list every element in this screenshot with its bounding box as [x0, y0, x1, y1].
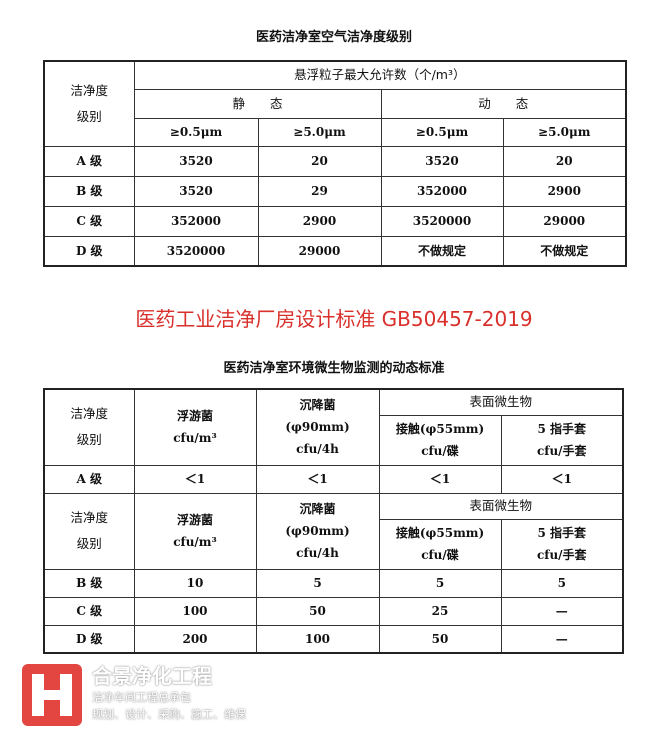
grade-cell: D 级	[43, 624, 135, 654]
group-header: 悬浮粒子最大允许数（个/m³）	[133, 60, 627, 90]
value-cell: 3520	[380, 145, 504, 177]
value-cell: 5	[255, 568, 380, 598]
grade-cell: B 级	[43, 175, 135, 207]
float-header: 浮游菌 cfu/m³	[133, 388, 257, 466]
glove-header: 5 指手套 cfu/手套	[500, 414, 624, 466]
standard-title: 医药工业洁净厂房设计标准 GB50457-2019	[135, 307, 533, 331]
grade-cell: A 级	[43, 145, 135, 177]
cleanliness-table: 洁净度 级别 悬浮粒子最大允许数（个/m³） 静 态动 态 ≥0.5μm ≥5.0μ…	[43, 60, 628, 267]
cell: ＜1	[378, 464, 502, 494]
watermark-line2: 规划、设计、采购、施工、维保	[92, 708, 246, 721]
value-cell: 5	[500, 568, 624, 598]
table-row: D 级 3520000 29000 不做规定 不做规定	[43, 235, 627, 267]
cell: A 级	[43, 464, 135, 494]
grade-cell: C 级	[43, 596, 135, 626]
settle-header: 沉降菌 (φ90mm) cfu/4h	[255, 388, 380, 466]
value-cell: 3520	[133, 175, 259, 207]
table-row: C 级 352000 2900 3520000 29000	[43, 205, 627, 237]
cell: ＜1	[255, 464, 380, 494]
value-cell: 不做规定	[502, 235, 627, 267]
value-cell: 29	[257, 175, 382, 207]
surface-header: 表面微生物	[378, 492, 624, 520]
value-cell: 100	[133, 596, 257, 626]
value-cell: 29000	[257, 235, 382, 267]
cell: ＜1	[500, 464, 624, 494]
value-cell: 352000	[133, 205, 259, 237]
microbe-table: 洁净度 级别 浮游菌 cfu/m³ 沉降菌 (φ90mm) cfu/4h 表面微生物 …	[43, 388, 625, 654]
corner-header: 洁净度 级别	[43, 492, 135, 570]
value-cell: 29000	[502, 205, 627, 237]
size-header: ≥0.5μm	[133, 117, 259, 147]
table-row: A 级 3520 20 3520 20	[43, 145, 627, 177]
value-cell: 20	[257, 145, 382, 177]
value-cell: 3520	[133, 145, 259, 177]
table2-title: 医药洁净室环境微生物监测的动态标准	[223, 361, 445, 376]
cell: ＜1	[133, 464, 257, 494]
value-cell: —	[500, 596, 624, 626]
value-cell: 5	[378, 568, 502, 598]
company-logo	[22, 664, 82, 726]
settle-header: 沉降菌 (φ90mm) cfu/4h	[255, 492, 380, 570]
table-row: B 级 3520 29 352000 2900	[43, 175, 627, 207]
value-cell: 10	[133, 568, 257, 598]
value-cell: 不做规定	[380, 235, 504, 267]
size-header: ≥5.0μm	[257, 117, 382, 147]
value-cell: 25	[378, 596, 502, 626]
watermark-line1: 洁净车间工程总承包	[92, 691, 191, 704]
surface-header: 表面微生物	[378, 388, 624, 416]
corner-header: 洁净度 级别	[43, 388, 135, 466]
table-row: C 级 100 50 25—	[43, 596, 624, 626]
table-row: D 级 200 100 50—	[43, 624, 624, 654]
value-cell: 3520000	[380, 205, 504, 237]
static-header: 静 态	[133, 88, 382, 119]
grade-cell: B 级	[43, 568, 135, 598]
value-cell: 2900	[257, 205, 382, 237]
value-cell: 100	[255, 624, 380, 654]
value-cell: 20	[502, 145, 627, 177]
value-cell: —	[500, 624, 624, 654]
contact-header: 接触(φ55mm) cfu/碟	[378, 518, 502, 570]
value-cell: 3520000	[133, 235, 259, 267]
value-cell: 200	[133, 624, 257, 654]
corner-header: 洁净度 级别	[43, 60, 135, 147]
size-header: ≥5.0μm	[502, 117, 627, 147]
dynamic-header: 动 态	[380, 88, 627, 119]
value-cell: 50	[255, 596, 380, 626]
table1-title: 医药洁净室空气洁净度级别	[255, 30, 412, 45]
watermark-name: 合景净化工程	[92, 664, 212, 688]
table-row: B 级 10 5 5 5	[43, 568, 624, 598]
value-cell: 352000	[380, 175, 504, 207]
float-header: 浮游菌 cfu/m³	[133, 492, 257, 570]
glove-header: 5 指手套 cfu/手套	[500, 518, 624, 570]
value-cell: 2900	[502, 175, 627, 207]
size-header: ≥0.5μm	[380, 117, 504, 147]
contact-header: 接触(φ55mm) cfu/碟	[378, 414, 502, 466]
value-cell: 50	[378, 624, 502, 654]
grade-cell: C 级	[43, 205, 135, 237]
grade-cell: D 级	[43, 235, 135, 267]
